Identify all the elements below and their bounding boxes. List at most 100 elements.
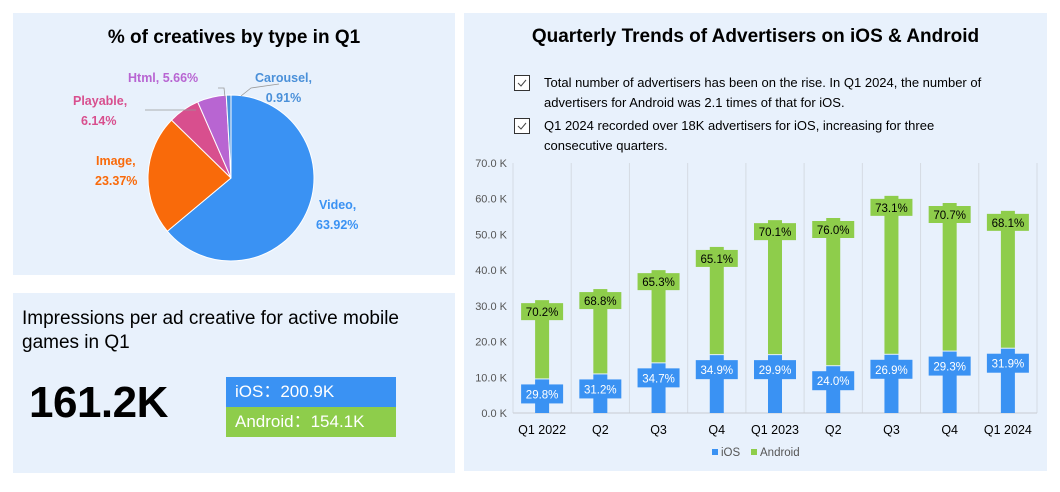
legend-ios-swatch [712, 449, 718, 455]
bar-android [826, 218, 841, 366]
bar-android-label-bg [754, 223, 796, 241]
bar-android-label-bg [986, 213, 1029, 231]
bar-ios-label-bg [695, 360, 738, 380]
legend-android-swatch [751, 449, 757, 455]
bar-android-label: 76.0% [817, 225, 850, 237]
bar-android-label-bg [637, 273, 680, 291]
y-tick-label: 40.0 K [475, 265, 507, 277]
legend-android-label: Android [760, 447, 800, 459]
bar-android-label: 68.1% [992, 218, 1025, 230]
x-tick-label: Q2 [592, 423, 609, 437]
insight-note-1-text: Total number of advertisers has been on … [544, 75, 982, 110]
bar-ios-label: 34.7% [642, 373, 675, 385]
x-tick-label: Q4 [941, 423, 958, 437]
y-tick-label: 70.0 K [475, 158, 507, 170]
x-tick-label: Q3 [650, 423, 667, 437]
pie-label-html: Html, 5.66% [128, 68, 198, 88]
bar-ios-label-bg [754, 360, 796, 380]
bar-ios-label: 29.8% [526, 389, 559, 401]
impressions-total: 161.2K [29, 378, 168, 427]
bar-ios-label: 29.3% [933, 362, 966, 374]
bar-android-label: 70.1% [759, 227, 792, 239]
impressions-android: Android：154.1K [226, 407, 396, 437]
pie-slice-image [147, 119, 232, 232]
y-tick-label: 50.0 K [475, 229, 507, 241]
bar-ios-label-bg [521, 384, 564, 404]
pie-label-playable: Playable, 6.14% [73, 91, 127, 131]
checkbox-icon [514, 75, 530, 91]
bar-ios-label-bg [870, 359, 913, 379]
checkbox-icon [514, 118, 530, 134]
impressions-panel: Impressions per ad creative for active m… [13, 293, 455, 473]
bar-ios-label-bg [812, 371, 855, 391]
x-tick-label: Q2 [825, 423, 842, 437]
bar-android-label: 70.7% [933, 210, 966, 222]
bar-android-label: 70.2% [526, 307, 559, 319]
y-tick-label: 20.0 K [475, 337, 507, 349]
y-tick-label: 30.0 K [475, 301, 507, 313]
pie-label-carousel-name: Carousel, [255, 71, 312, 85]
pie-label-image-value: 23.37% [95, 174, 138, 188]
x-tick-label: Q1 2024 [984, 423, 1032, 437]
pie-label-video-name: Video, [319, 198, 357, 212]
bar-ios-label-bg [928, 356, 971, 376]
insight-note-2: Q1 2024 recorded over 18K advertisers fo… [514, 116, 994, 156]
pie-chart-title: % of creatives by type in Q1 [107, 27, 361, 48]
bar-android-label: 65.3% [642, 277, 675, 289]
bar-android-label-bg [812, 221, 855, 238]
pie-label-playable-value: 6.14% [81, 114, 117, 128]
bar-android-label-bg [579, 292, 622, 310]
bar-ios-label: 24.0% [817, 376, 850, 388]
leader-line-carousel [240, 83, 280, 97]
bar-android-label: 65.1% [700, 254, 733, 266]
advertiser-trends-panel: Quarterly Trends of Advertisers on iOS &… [464, 13, 1047, 471]
bar-android [651, 270, 666, 363]
bar-android-label: 73.1% [875, 203, 908, 215]
x-tick-label: Q3 [883, 423, 900, 437]
bar-android [709, 246, 724, 355]
stacked-bar-chart: 0.0 K 10.0 K 20.0 K 30.0 K 40.0 K 50.0 K 60.0 … [475, 158, 1038, 459]
pie-label-video-value: 63.92% [316, 218, 359, 232]
x-tick-label: Q4 [708, 423, 725, 437]
pie-label-carousel: Carousel, 0.91% [255, 68, 312, 108]
bar-android-label-bg [928, 206, 971, 223]
bar-android [1000, 210, 1015, 348]
pie-slice-video [166, 94, 315, 262]
pie-label-image-name: Image, [96, 154, 136, 168]
bar-ios-label-bg [579, 379, 622, 399]
bar-android-label: 68.8% [584, 296, 617, 308]
bar-ios-label: 26.9% [875, 365, 908, 377]
pie-label-video: Video, 63.92% [316, 195, 358, 235]
pie-label-carousel-value: 0.91% [265, 91, 302, 105]
bar-ios-label: 31.2% [584, 384, 617, 396]
x-tick-label: Q1 2023 [751, 423, 799, 437]
bar-android-label-bg [521, 303, 564, 321]
pie-label-html-text: Html, 5.66% [128, 71, 199, 85]
y-tick-label: 0.0 K [481, 408, 507, 420]
bar-android-label-bg [695, 249, 738, 267]
pie-label-playable-name: Playable, [73, 94, 128, 108]
insight-note-2-text: Q1 2024 recorded over 18K advertisers fo… [544, 118, 935, 153]
impressions-title: Impressions per ad creative for active m… [22, 308, 399, 353]
pie-chart [145, 83, 315, 262]
bar-ios-label: 34.9% [700, 365, 733, 377]
bar-ios-label-bg [637, 368, 680, 388]
bar-android [942, 203, 957, 351]
bar-ios-label: 31.9% [992, 359, 1025, 371]
pie-slice-carousel [225, 94, 232, 179]
y-tick-label: 60.0 K [475, 194, 507, 206]
bar-android [593, 289, 608, 374]
bar-ios-label: 29.9% [759, 365, 792, 377]
insight-note-1: Total number of advertisers has been on … [514, 73, 994, 113]
bar-android [884, 195, 899, 354]
leader-line-html [218, 87, 226, 98]
bar-android-label-bg [870, 198, 913, 216]
legend-ios-label: iOS [721, 447, 741, 459]
pie-label-image: Image, 23.37% [95, 151, 137, 191]
y-tick-label: 10.0 K [475, 372, 507, 384]
creatives-by-type-panel: % of creatives by type in Q1 Carousel, 0… [13, 13, 455, 275]
bar-android [768, 220, 782, 355]
x-tick-label: Q1 2022 [518, 423, 566, 437]
impressions-ios: iOS：200.9K [226, 377, 396, 407]
bar-ios-label-bg [986, 353, 1029, 373]
